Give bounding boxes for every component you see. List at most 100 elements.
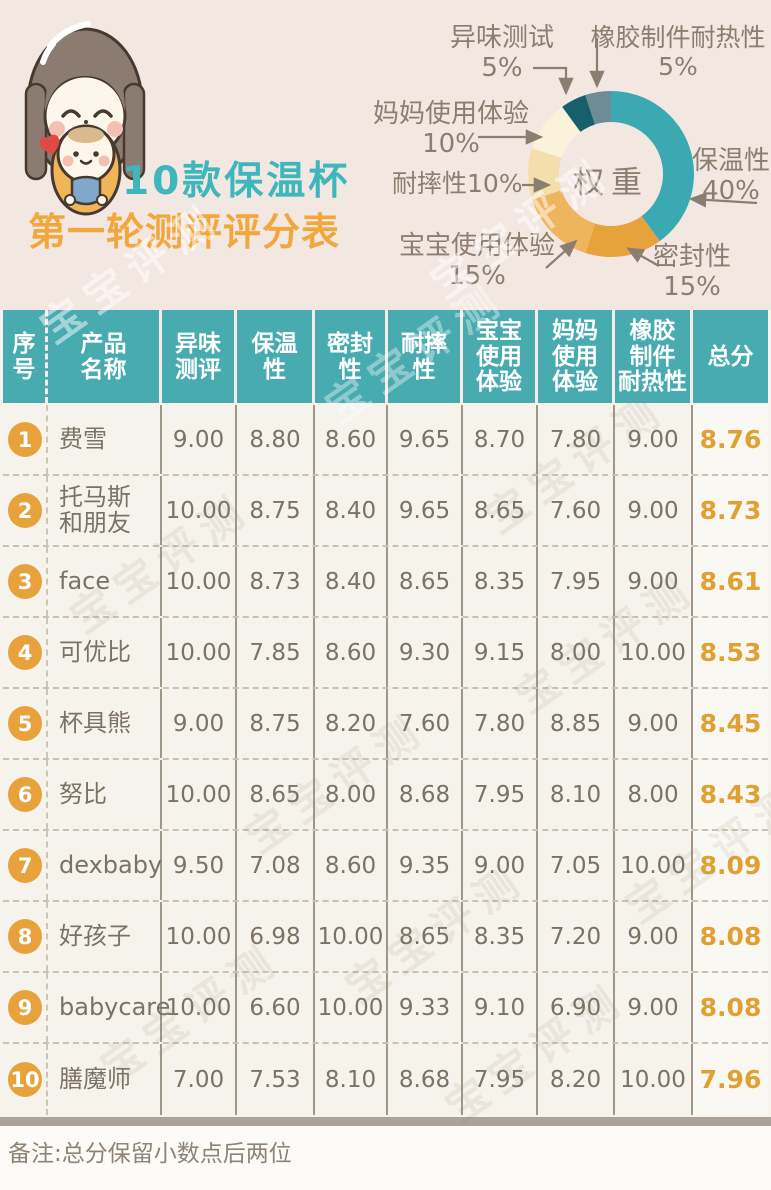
rank-cell: 9 xyxy=(3,973,48,1042)
score-cell: 8.60 xyxy=(315,618,388,687)
score-cell: 8.00 xyxy=(315,760,388,829)
mom-eye-right xyxy=(93,109,113,118)
total-score: 7.96 xyxy=(693,1044,768,1115)
baby-mouth xyxy=(79,159,93,165)
rank-cell: 6 xyxy=(3,760,48,829)
header-total: 总分 xyxy=(693,310,768,403)
score-cell: 8.00 xyxy=(538,618,615,687)
table-row-8: 8 好孩子 10.00 6.98 10.00 8.65 8.35 7.20 9.00 8.08 xyxy=(3,902,768,973)
score-cell: 10.00 xyxy=(162,902,237,971)
slice-pct: 5% xyxy=(481,52,523,83)
total-score: 8.76 xyxy=(693,405,768,474)
score-cell: 9.30 xyxy=(388,618,463,687)
score-cell: 8.65 xyxy=(388,902,463,971)
product-name: 努比 xyxy=(48,760,162,829)
donut-center-label: 权重 xyxy=(573,165,649,201)
rank-badge: 3 xyxy=(8,564,42,599)
score-cell: 9.00 xyxy=(463,831,538,900)
product-name: dexbaby xyxy=(48,831,162,900)
table-row-9: 9 babycare 10.00 6.60 10.00 9.33 9.10 6.90 9.00 8… xyxy=(3,973,768,1044)
table-row-2: 2 托马斯 和朋友 10.00 8.75 8.40 9.65 8.65 7.60 9.00 8.7… xyxy=(3,476,768,547)
rank-badge: 2 xyxy=(8,493,42,528)
slice-label: 宝宝使用体验 xyxy=(398,231,555,261)
score-cell: 8.10 xyxy=(315,1044,388,1115)
score-cell: 7.60 xyxy=(388,689,463,758)
total-score: 8.08 xyxy=(693,902,768,971)
header-drop-resistance: 耐摔 性 xyxy=(388,310,463,403)
footnote: 备注:总分保留小数点后两位 xyxy=(8,1141,292,1167)
header-section: 10款保温杯 第一轮测评评分表 权重 异味测试 5% 橡胶制件耐热性 xyxy=(0,0,771,310)
mom-blush-left xyxy=(49,121,65,137)
score-cell: 9.00 xyxy=(615,902,693,971)
score-cell: 8.40 xyxy=(315,547,388,616)
slice-label: 耐摔性 xyxy=(392,169,468,198)
score-cell: 8.35 xyxy=(463,902,538,971)
total-score: 8.08 xyxy=(693,973,768,1042)
rank-cell: 10 xyxy=(3,1044,48,1115)
product-name: 费雪 xyxy=(48,405,162,474)
score-cell: 9.00 xyxy=(615,476,693,545)
rank-badge: 4 xyxy=(8,635,42,670)
mom-hair-right xyxy=(122,82,146,181)
score-cell: 9.00 xyxy=(615,973,693,1042)
donut-slice-2 xyxy=(585,216,660,258)
score-cell: 7.95 xyxy=(463,760,538,829)
rank-cell: 7 xyxy=(3,831,48,900)
table-bottom-bar xyxy=(0,1117,771,1126)
score-cell: 9.65 xyxy=(388,476,463,545)
score-cell: 9.35 xyxy=(388,831,463,900)
total-score: 8.73 xyxy=(693,476,768,545)
baby-hair xyxy=(68,127,104,143)
slice-pct: 40% xyxy=(702,175,760,206)
table-row-1: 1 费雪 9.00 8.80 8.60 9.65 8.70 7.80 9.00 8.76 xyxy=(3,405,768,476)
score-cell: 6.98 xyxy=(237,902,315,971)
score-cell: 9.00 xyxy=(615,547,693,616)
total-score: 8.53 xyxy=(693,618,768,687)
score-cell: 9.33 xyxy=(388,973,463,1042)
product-name: face xyxy=(48,547,162,616)
product-name: 托马斯 和朋友 xyxy=(48,476,162,545)
baby-eye-left xyxy=(73,151,79,157)
score-cell: 8.75 xyxy=(237,689,315,758)
score-cell: 10.00 xyxy=(615,831,693,900)
score-cell: 6.90 xyxy=(538,973,615,1042)
mom-eye-left xyxy=(61,109,81,118)
score-cell: 8.35 xyxy=(463,547,538,616)
slice-label: 妈妈使用体验 xyxy=(372,99,529,129)
score-cell: 7.95 xyxy=(538,547,615,616)
header-mom-experience: 妈妈 使用 体验 xyxy=(538,310,615,403)
chart-label-odor: 异味测试 5% xyxy=(446,23,558,83)
score-cell: 7.95 xyxy=(463,1044,538,1115)
score-cell: 7.53 xyxy=(237,1044,315,1115)
rank-badge: 9 xyxy=(8,990,42,1025)
slice-label: 保温性 xyxy=(691,146,770,176)
mom-nose xyxy=(84,120,88,124)
table-row-10: 10 膳魔师 7.00 7.53 8.10 8.68 7.95 8.20 10.00 7.96 xyxy=(3,1044,768,1115)
rank-badge: 6 xyxy=(8,777,42,812)
slice-pct: 10% xyxy=(422,128,480,159)
score-cell: 8.00 xyxy=(615,760,693,829)
score-cell: 10.00 xyxy=(315,902,388,971)
score-cell: 10.00 xyxy=(315,973,388,1042)
table-row-7: 7 dexbaby 9.50 7.08 8.60 9.35 9.00 7.05 10.00 8.0… xyxy=(3,831,768,902)
score-cell: 10.00 xyxy=(162,973,237,1042)
baby-hand-left xyxy=(64,194,76,206)
rank-badge: 10 xyxy=(8,1062,42,1097)
score-cell: 8.60 xyxy=(315,405,388,474)
score-cell: 8.60 xyxy=(315,831,388,900)
baby-hand-right xyxy=(96,194,108,206)
score-cell: 9.50 xyxy=(162,831,237,900)
score-cell: 8.68 xyxy=(388,760,463,829)
rank-badge: 5 xyxy=(8,706,42,741)
score-cell: 8.80 xyxy=(237,405,315,474)
total-score: 8.43 xyxy=(693,760,768,829)
product-name: babycare xyxy=(48,973,170,1042)
mom-baby-illustration xyxy=(24,21,146,216)
slice-pct: 10% xyxy=(467,169,523,198)
score-cell: 9.65 xyxy=(388,405,463,474)
slice-label: 异味测试 xyxy=(449,23,554,53)
product-name: 杯具熊 xyxy=(48,689,162,758)
score-cell: 9.00 xyxy=(162,689,237,758)
header-rank: 序 号 xyxy=(3,310,48,403)
table-row-5: 5 杯具熊 9.00 8.75 8.20 7.60 7.80 8.85 9.00 8.45 xyxy=(3,689,768,760)
